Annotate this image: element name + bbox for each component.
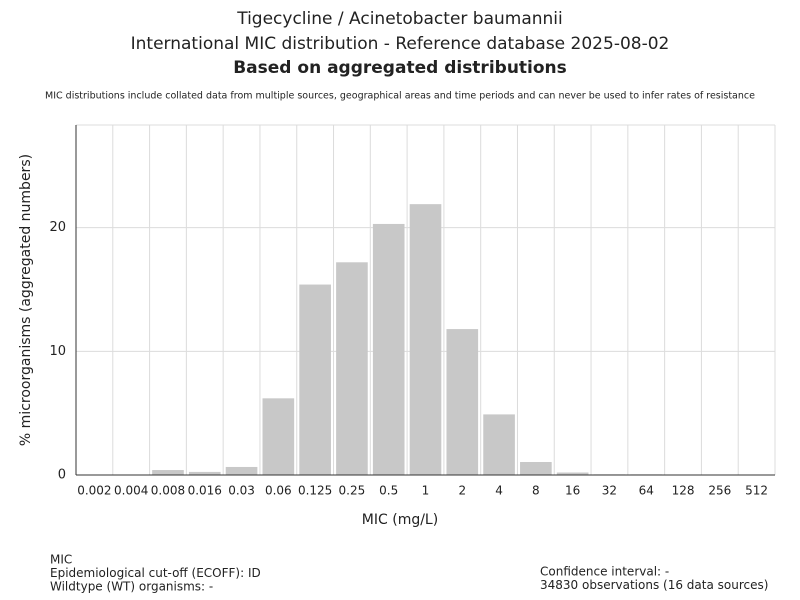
bar xyxy=(520,462,552,475)
x-tick-label: 4 xyxy=(495,484,503,498)
chart-note: MIC distributions include collated data … xyxy=(45,91,755,102)
y-axis-label: % microorganisms (aggregated numbers) xyxy=(18,154,34,446)
bar xyxy=(409,204,442,475)
x-tick-label: 1 xyxy=(422,484,430,498)
x-tick-label: 0.06 xyxy=(265,484,292,498)
chart-title: Tigecycline / Acinetobacter baumannii xyxy=(236,9,563,29)
footer-left: Wildtype (WT) organisms: - xyxy=(50,580,213,594)
x-tick-label: 2 xyxy=(458,484,466,498)
footer-right: Confidence interval: - xyxy=(540,565,669,579)
bar xyxy=(299,284,331,475)
chart-subtitle: International MIC distribution - Referen… xyxy=(131,34,670,54)
x-axis-label: MIC (mg/L) xyxy=(362,512,438,528)
y-tick-label: 0 xyxy=(58,468,66,483)
x-tick-label: 256 xyxy=(708,484,731,498)
bar xyxy=(152,470,184,475)
x-tick-label: 0.03 xyxy=(228,484,255,498)
x-tick-label: 0.25 xyxy=(339,484,366,498)
bar xyxy=(483,414,515,475)
x-tick-label: 0.125 xyxy=(298,484,332,498)
x-tick-label: 32 xyxy=(602,484,617,498)
x-tick-label: 512 xyxy=(745,484,768,498)
x-tick-label: 64 xyxy=(639,484,654,498)
x-tick-label: 0.016 xyxy=(188,484,222,498)
x-tick-label: 16 xyxy=(565,484,580,498)
bar xyxy=(556,472,589,475)
bar xyxy=(372,223,405,475)
y-tick-label: 10 xyxy=(49,344,66,359)
x-tick-label: 128 xyxy=(672,484,695,498)
y-tick-label: 20 xyxy=(49,220,66,235)
x-tick-label: 0.5 xyxy=(379,484,398,498)
footer-left: MIC xyxy=(50,553,72,567)
footer-right: 34830 observations (16 data sources) xyxy=(540,578,768,592)
x-tick-label: 0.004 xyxy=(114,484,148,498)
footer-left: Epidemiological cut-off (ECOFF): ID xyxy=(50,566,261,580)
bar xyxy=(336,262,368,475)
x-tick-label: 0.008 xyxy=(151,484,185,498)
x-tick-label: 0.002 xyxy=(77,484,111,498)
x-tick-label: 8 xyxy=(532,484,540,498)
bar xyxy=(225,466,258,475)
bar xyxy=(446,329,479,475)
bar xyxy=(188,471,221,475)
chart-heading: Based on aggregated distributions xyxy=(233,58,567,78)
bar xyxy=(262,398,295,475)
